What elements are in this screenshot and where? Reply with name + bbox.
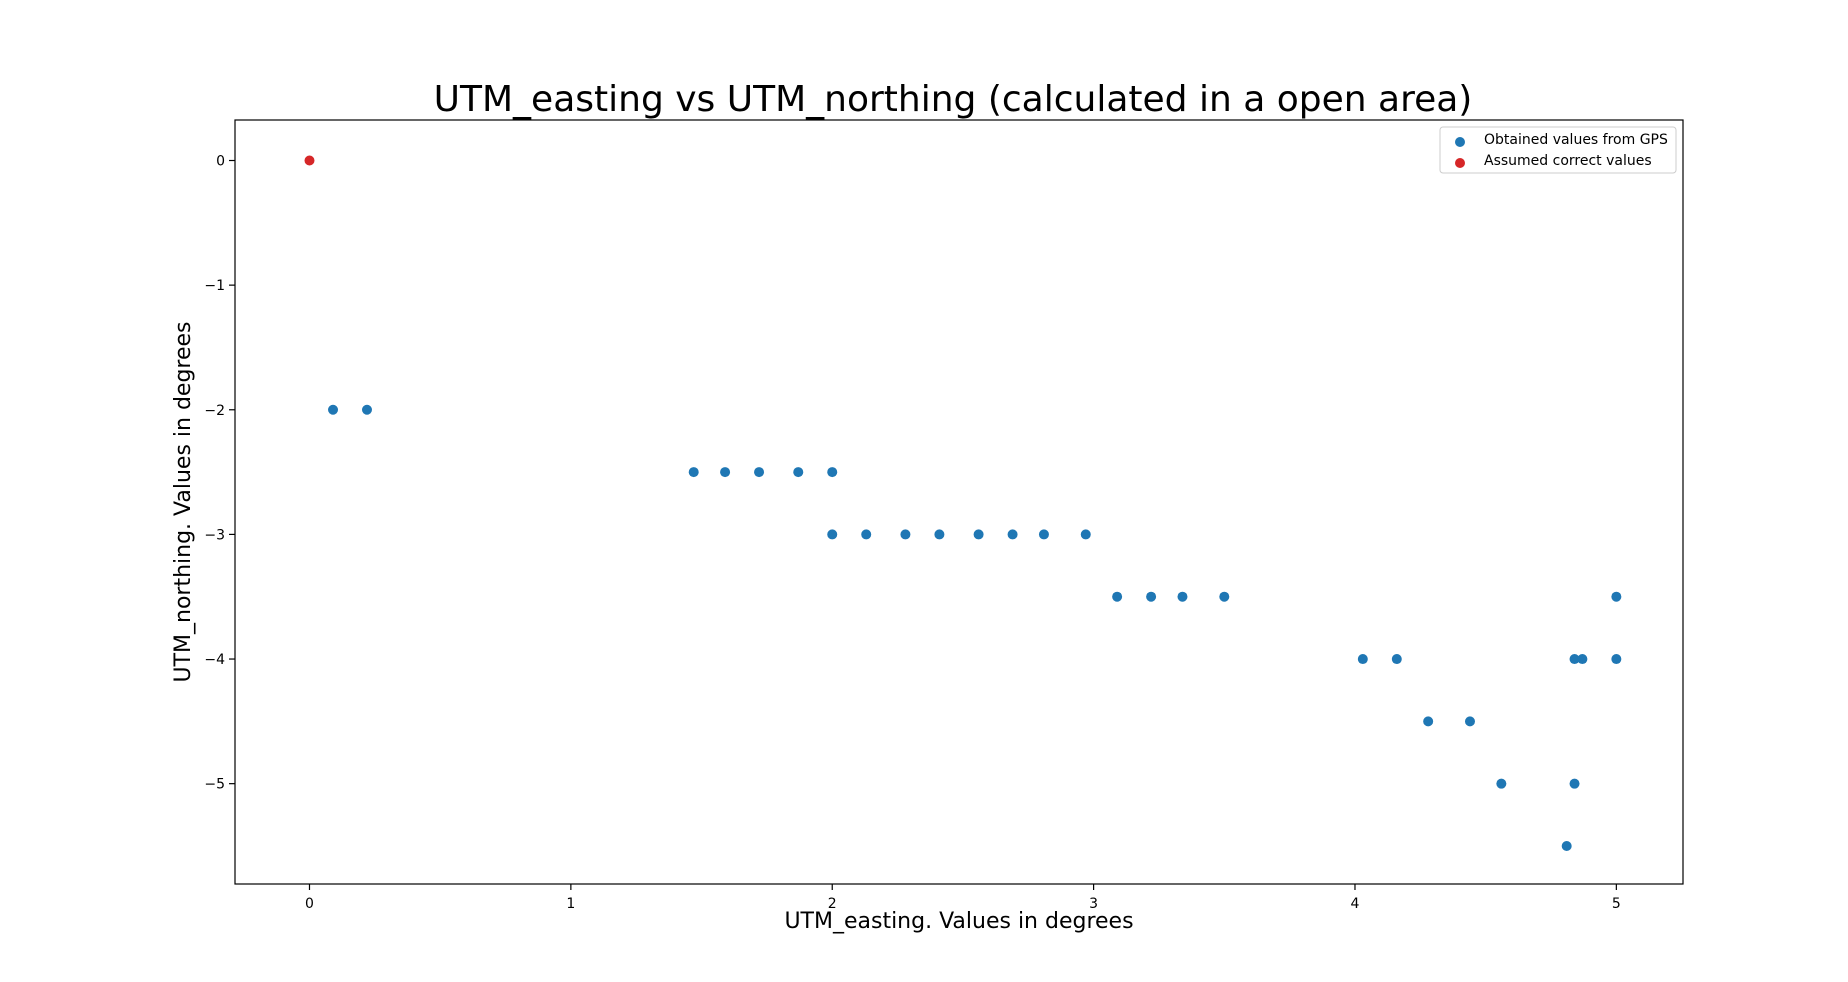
legend-marker: [1455, 158, 1465, 168]
gps-data-point: [1219, 591, 1230, 602]
y-tick-label: −2: [204, 403, 225, 419]
gps-data-point: [720, 467, 731, 478]
plot-frame: [234, 119, 1684, 885]
gps-data-point: [1561, 840, 1572, 851]
y-axis-label: UTM_northing. Values in degrees: [171, 321, 196, 682]
gps-data-point: [1357, 654, 1368, 665]
gps-data-point: [688, 467, 699, 478]
gps-data-point: [1464, 716, 1475, 727]
gps-data-point: [827, 467, 838, 478]
x-tick-label: 4: [1351, 896, 1360, 912]
legend-label: Assumed correct values: [1484, 153, 1652, 169]
x-tick-label: 0: [305, 896, 314, 912]
gps-data-point: [827, 529, 838, 540]
gps-data-point: [328, 404, 339, 415]
gps-data-point: [1577, 654, 1588, 665]
gps-data-point: [1611, 591, 1622, 602]
gps-data-point: [1391, 654, 1402, 665]
y-axis: 0 −1 −2 −3 −4 −5: [204, 154, 235, 793]
legend-label: Obtained values from GPS: [1484, 132, 1668, 148]
y-tick-label: 0: [216, 154, 225, 170]
y-tick-label: −3: [204, 527, 225, 543]
x-axis: 0 1 2 3 4 5: [305, 884, 1621, 912]
gps-data-point: [1496, 778, 1507, 789]
gps-data-point: [934, 529, 945, 540]
gps-data-point: [1080, 529, 1091, 540]
y-tick-label: −5: [204, 777, 225, 793]
y-tick-label: −4: [204, 652, 225, 668]
x-tick-label: 5: [1612, 896, 1621, 912]
correct-value-point: [304, 155, 315, 166]
gps-data-point: [973, 529, 984, 540]
x-tick-label: 2: [828, 896, 837, 912]
legend: Obtained values from GPS Assumed correct …: [1439, 126, 1677, 174]
gps-data-point: [1611, 654, 1622, 665]
gps-data-point: [900, 529, 911, 540]
gps-data-point: [361, 404, 372, 415]
gps-data-point: [793, 467, 804, 478]
plot-area: [235, 120, 1683, 884]
legend-marker: [1455, 137, 1465, 147]
legend-box: [1439, 126, 1677, 174]
gps-data-point: [1177, 591, 1188, 602]
y-tick-label: −1: [204, 278, 225, 294]
chart-title: UTM_easting vs UTM_northing (calculated …: [434, 79, 1473, 120]
x-axis-label: UTM_easting. Values in degrees: [784, 909, 1133, 934]
gps-data-point: [1112, 591, 1123, 602]
gps-data-point: [754, 467, 765, 478]
x-tick-label: 3: [1089, 896, 1098, 912]
gps-data-point: [1146, 591, 1157, 602]
gps-data-point: [1569, 778, 1580, 789]
gps-data-point: [1569, 654, 1580, 665]
gps-data-point: [1038, 529, 1049, 540]
gps-data-point: [1423, 716, 1434, 727]
gps-data-point: [861, 529, 872, 540]
points-layer: [304, 155, 1622, 851]
x-tick-label: 1: [566, 896, 575, 912]
gps-data-point: [1007, 529, 1018, 540]
